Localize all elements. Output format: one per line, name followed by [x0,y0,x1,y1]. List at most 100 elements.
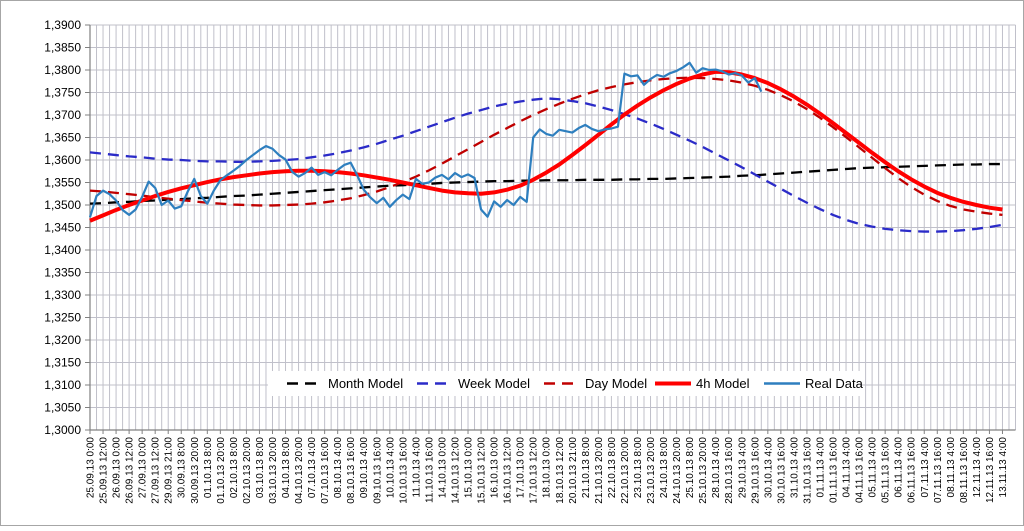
x-axis-tick-label: 11.10.13 4:00 [411,437,422,498]
x-axis-tick-label: 07.11.13 4:00 [920,437,931,498]
x-axis-tick-label: 22.10.13 20:00 [620,437,631,504]
x-axis-tick-label: 07.10.13 16:00 [320,437,331,504]
legend-item-day-model: Day Model [544,376,647,391]
legend-item-label: Day Model [585,376,647,391]
x-axis-tick-label: 26.09.13 12:00 [125,437,136,504]
x-axis-tick-label: 10.10.13 16:00 [398,437,409,504]
x-axis-tick-label: 04.11.13 16:00 [855,437,866,503]
y-axis-tick-label: 1,3750 [44,86,81,100]
x-axis-tick-label: 03.10.13 20:00 [268,437,279,504]
legend-item-label: Week Model [458,376,530,391]
y-axis-tick-label: 1,3150 [44,356,81,370]
x-axis-tick-label: 05.11.13 16:00 [881,437,892,503]
series-lines [88,61,1003,233]
x-axis-tick-label: 08.11.13 4:00 [946,437,957,498]
x-axis-tick-label: 08.10.13 4:00 [333,437,344,499]
x-axis-tick-label: 31.10.13 4:00 [789,437,800,499]
y-axis-tick-label: 1,3600 [44,153,81,167]
x-axis-tick-label: 22.10.13 8:00 [607,437,618,499]
x-axis-tick-label: 17.10.13 0:00 [516,437,527,499]
y-axis-tick-label: 1,3500 [44,198,81,212]
y-axis-tick-label: 1,3550 [44,176,81,190]
x-axis-tick-label: 01.10.13 20:00 [216,437,227,504]
x-axis-tick-label: 08.11.13 16:00 [959,437,970,503]
x-axis-tick-label: 07.11.13 16:00 [933,437,944,503]
series-line-week-model [89,97,1003,233]
y-axis-tick-label: 1,3050 [44,401,81,415]
x-axis-tick-label: 10.10.13 4:00 [385,437,396,499]
x-axis-tick-label: 28.10.13 4:00 [711,437,722,499]
y-axis-tick-label: 1,3700 [44,108,81,122]
y-axis-tick-label: 1,3100 [44,378,81,392]
y-axis-tick-label: 1,3450 [44,221,81,235]
x-axis-tick-label: 25.10.13 8:00 [685,437,696,499]
y-axis-tick-label: 1,3850 [44,41,81,55]
x-axis-tick-label: 27.09.13 12:00 [151,437,162,504]
x-axis-tick-label: 25.10.13 20:00 [698,437,709,504]
x-axis-tick-label: 21.10.13 20:00 [594,437,605,504]
x-axis-tick-label: 04.11.13 4:00 [842,437,853,498]
horizontal-gridlines [90,24,1016,431]
x-axis-tick-label: 18.10.13 12:00 [555,437,566,504]
x-axis-tick-label: 14.10.13 0:00 [437,437,448,499]
y-axis-tick-label: 1,3200 [44,333,81,347]
y-axis-tick-label: 1,3250 [44,311,81,325]
x-axis-tick-label: 26.09.13 0:00 [112,437,123,499]
legend-item-4h-model: 4h Model [655,376,750,391]
y-axis-tick-label: 1,3650 [44,131,81,145]
legend-item-label: Real Data [805,376,864,391]
x-axis-tick-label: 24.10.13 20:00 [672,437,683,504]
x-axis-tick-label: 30.10.13 4:00 [763,437,774,499]
x-axis-tick-label: 05.11.13 4:00 [868,437,879,498]
y-axis-tick-label: 1,3000 [44,423,81,437]
x-axis-tick-label: 21.10.13 8:00 [581,437,592,499]
x-axis-tick-label: 14.10.13 12:00 [450,437,461,504]
x-axis-tick-label: 20.10.13 21:00 [568,437,579,504]
x-axis-tick-label: 12.11.13 4:00 [972,437,983,498]
x-axis-tick-label: 29.09.13 21:00 [164,437,175,504]
x-axis-tick-label: 12.11.13 16:00 [985,437,996,503]
x-axis-tick-label: 03.10.13 8:00 [255,437,266,499]
x-axis-tick-label: 04.10.13 20:00 [294,437,305,504]
x-axis-tick-label: 09.10.13 16:00 [372,437,383,504]
x-axis-tick-label: 04.10.13 8:00 [281,437,292,499]
legend-item-label: Month Model [328,376,403,391]
x-axis-tick-label: 08.10.13 16:00 [346,437,357,504]
x-axis-tick-label: 29.10.13 16:00 [750,437,761,504]
x-axis-tick-label: 07.10.13 4:00 [307,437,318,499]
x-axis-tick-label: 16.10.13 0:00 [490,437,501,499]
x-axis-tick-label: 30.10.13 16:00 [776,437,787,504]
x-axis-tick-label: 15.10.13 12:00 [477,437,488,504]
x-axis: 25.09.13 0:00 25.09.13 12:00 26.09.13 0:00… [86,430,1009,504]
legend-item-week-model: Week Model [417,376,530,391]
x-axis-tick-label: 01.10.13 8:00 [203,437,214,499]
x-axis-tick-label: 29.10.13 4:00 [737,437,748,499]
series-line-month-model [89,162,1003,205]
x-axis-tick-label: 06.11.13 4:00 [894,437,905,498]
x-axis-tick-label: 23.10.13 8:00 [633,437,644,499]
y-axis-tick-label: 1,3300 [44,288,81,302]
x-axis-tick-label: 18.10.13 0:00 [542,437,553,499]
x-axis-tick-label: 28.10.13 16:00 [724,437,735,504]
x-axis-tick-label: 23.10.13 20:00 [646,437,657,504]
x-axis-tick-label: 31.10.13 16:00 [802,437,813,504]
x-axis-tick-label: 24.10.13 8:00 [659,437,670,499]
x-axis-tick-label: 09.10.13 4:00 [359,437,370,499]
y-axis: 1,3900 1,3850 1,3800 1,3750 1,3700 1,3650 1,36… [44,18,90,437]
x-axis-tick-label: 30.09.13 20:00 [190,437,201,504]
legend-item-real-data: Real Data [764,376,864,391]
x-axis-tick-label: 06.11.13 16:00 [907,437,918,503]
series-line-4h-model [89,69,1003,223]
x-axis-tick-label: 25.09.13 0:00 [86,437,97,499]
x-axis-tick-label: 25.09.13 12:00 [99,437,110,504]
y-axis-tick-label: 1,3900 [44,18,81,32]
x-axis-tick-label: 01.11.13 4:00 [815,437,826,498]
x-axis-tick-label: 02.10.13 8:00 [229,437,240,499]
series-line-real-data [88,61,763,218]
x-axis-tick-label: 17.10.13 12:00 [529,437,540,504]
y-axis-tick-label: 1,3400 [44,243,81,257]
x-axis-tick-label: 13.11.13 4:00 [998,437,1009,498]
series-line-day-model [89,76,1003,217]
y-axis-tick-label: 1,3350 [44,266,81,280]
